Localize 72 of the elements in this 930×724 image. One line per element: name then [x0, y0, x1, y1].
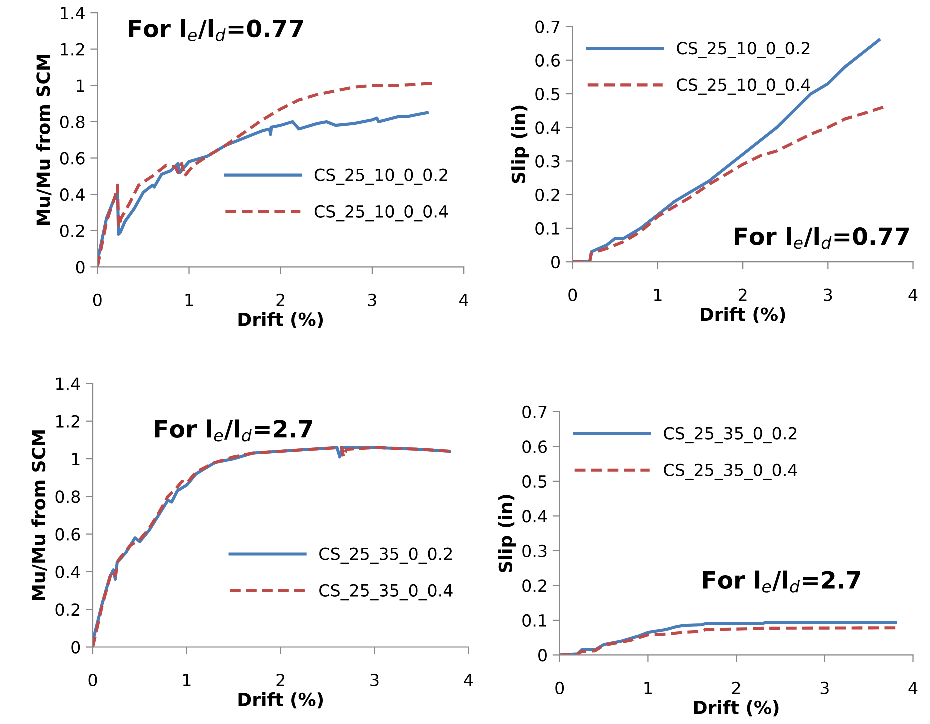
x-tick-label: 2	[276, 674, 284, 686]
y-tick-label: 0.2	[60, 224, 84, 238]
y-tick-label: 0	[72, 641, 80, 654]
y-tick-label: 1.2	[56, 415, 80, 428]
x-tick-label: 0	[88, 674, 98, 687]
y-tick-label: 0.6	[56, 528, 80, 541]
line-series	[560, 626, 898, 656]
y-axis-title: Slip (in)	[498, 495, 516, 572]
y-tick-label: 0.5	[522, 475, 547, 488]
y-tick-label: 0.5	[536, 88, 560, 101]
y-tick-label: 0.4	[56, 566, 80, 579]
x-axis-title: Drift (%)	[701, 307, 786, 324]
x-tick-label: 2	[738, 288, 747, 302]
y-tick-label: 0.3	[536, 155, 560, 168]
x-tick-label: 1	[186, 294, 194, 306]
y-tick-label: 0	[552, 256, 560, 269]
x-tick-label: 0	[568, 288, 578, 302]
x-tick-label: 4	[908, 288, 918, 302]
y-tick-label: 0.8	[56, 490, 80, 504]
y-tick-label: 1.4	[56, 378, 80, 390]
x-tick-label: 4	[460, 294, 468, 306]
y-tick-label: 0.6	[536, 54, 560, 67]
x-axis-title: Drift (%)	[694, 700, 779, 717]
y-tick-label: 0.2	[522, 580, 546, 592]
text: For l$_{e}$/l$_{d}$=2.7	[703, 570, 860, 593]
y-axis-title: Slip (in)	[512, 106, 530, 184]
x-tick-label: 1	[644, 682, 652, 694]
y-tick-label: 0.2	[56, 604, 80, 616]
text: For l$_{e}$/l$_{d}$=0.77	[735, 227, 909, 250]
y-tick-label: 1	[72, 453, 80, 466]
legend-label: CS_25_10_0_0.4	[314, 205, 448, 222]
y-tick-label: 0	[76, 261, 85, 274]
x-tick-label: 4	[464, 674, 474, 686]
y-tick-label: 0.1	[536, 222, 560, 236]
text: For l$_{e}$/l$_{d}$=2.7	[155, 420, 312, 442]
y-tick-label: 0.8	[60, 116, 85, 129]
y-tick-label: 0.4	[60, 188, 85, 202]
y-tick-label: 1.2	[61, 43, 84, 56]
y-tick-label: 0.4	[536, 122, 560, 134]
x-tick-label: 4	[908, 682, 918, 694]
y-axis-title: Mu/Mu from SCM	[32, 430, 48, 600]
x-tick-label: 1	[183, 674, 191, 686]
x-tick-label: 2	[276, 294, 284, 306]
legend-label: CS_25_10_0_0.2	[314, 168, 448, 186]
legend-label: CS_25_10_0_0.4	[677, 78, 810, 95]
y-tick-label: 0.2	[536, 188, 560, 202]
x-tick-label: 3	[824, 288, 832, 302]
x-tick-label: 3	[368, 294, 376, 306]
y-tick-label: 1.4	[61, 7, 85, 20]
x-tick-label: 3	[820, 682, 829, 695]
y-tick-label: 0.3	[522, 544, 547, 558]
legend-label: CS_25_35_0_0.4	[664, 464, 798, 480]
legend-label: CS_25_35_0_0.2	[664, 427, 797, 444]
x-tick-label: 0	[93, 294, 102, 306]
legend-label: CS_25_10_0_0.2	[677, 42, 810, 58]
x-axis-title: Drift (%)	[238, 312, 324, 329]
chart-title: For l$_{e}$/l$_{d}$=0.77	[129, 19, 304, 42]
y-axis-title: Mu/Mu from SCM	[36, 55, 52, 225]
x-tick-label: 1	[654, 288, 662, 302]
legend-label: CS_25_35_0_0.4	[320, 584, 453, 601]
y-tick-label: 1	[77, 80, 84, 92]
y-tick-label: 0.7	[522, 406, 547, 419]
x-tick-label: 3	[370, 674, 379, 687]
x-axis-title: Drift (%)	[238, 692, 324, 709]
y-tick-label: 0.6	[522, 440, 548, 454]
y-tick-label: 0.1	[522, 614, 547, 628]
y-tick-label: 0.6	[60, 152, 85, 165]
y-tick-label: 0.4	[522, 510, 548, 523]
y-tick-label: 0.7	[536, 20, 560, 34]
legend-label: CS_25_35_0_0.2	[320, 548, 452, 564]
y-tick-label: 0	[538, 649, 547, 662]
x-tick-label: 2	[732, 682, 740, 694]
